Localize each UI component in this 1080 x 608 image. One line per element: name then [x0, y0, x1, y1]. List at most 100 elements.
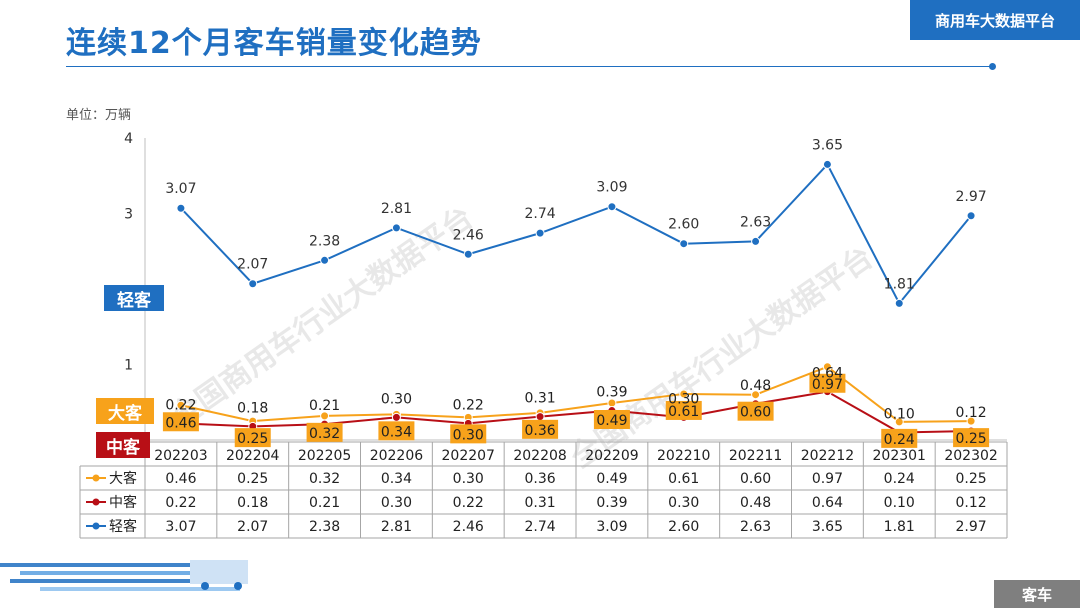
truck-decoration	[0, 560, 248, 591]
data-label-mid: 0.21	[309, 398, 340, 414]
data-label-mid: 0.39	[596, 385, 627, 401]
x-tick-label: 202212	[801, 448, 854, 464]
x-tick-label: 202210	[657, 448, 710, 464]
data-label-bg-big	[162, 412, 199, 432]
table-cell-light: 2.74	[524, 519, 555, 535]
x-tick-label: 202301	[873, 448, 926, 464]
data-label-big: 0.97	[812, 377, 843, 393]
legend-label-big: 大客	[109, 470, 137, 487]
table-cell-big: 0.24	[884, 471, 915, 487]
footer-category-tag: 客车	[994, 580, 1080, 608]
data-label-mid: 0.22	[165, 397, 196, 413]
legend-label-mid: 中客	[109, 494, 137, 511]
data-label-light: 2.38	[309, 233, 340, 249]
data-point-big	[966, 416, 976, 426]
data-label-big: 0.24	[884, 432, 915, 448]
data-point-light	[679, 239, 689, 249]
table-cell-light: 2.63	[740, 519, 771, 535]
table-cell-big: 0.30	[453, 471, 484, 487]
data-point-light	[176, 203, 186, 213]
table-cell-big: 0.49	[596, 471, 627, 487]
data-label-mid: 0.22	[453, 397, 484, 413]
table-cell-mid: 0.22	[453, 495, 484, 511]
table-cell-mid: 0.18	[237, 495, 268, 511]
data-label-mid: 0.64	[812, 366, 843, 382]
data-point-light	[535, 228, 545, 238]
unit-label: 单位：万辆	[66, 108, 132, 123]
x-tick-label: 202208	[513, 448, 566, 464]
data-point-big	[894, 417, 904, 427]
data-label-light: 3.09	[596, 180, 627, 196]
x-tick-label: 202302	[944, 448, 997, 464]
data-label-big: 0.25	[237, 431, 268, 447]
data-point-light	[463, 249, 473, 259]
data-point-light	[607, 202, 617, 212]
x-tick-label: 202209	[585, 448, 638, 464]
table-cell-big: 0.25	[237, 471, 268, 487]
data-label-mid: 0.18	[237, 400, 268, 416]
table-cell-light: 1.81	[884, 519, 915, 535]
data-label-mid: 0.48	[740, 378, 771, 394]
data-point-light	[391, 223, 401, 233]
data-label-bg-big	[234, 428, 271, 448]
data-point-light	[320, 255, 330, 265]
data-point-light	[966, 211, 976, 221]
data-point-light	[751, 236, 761, 246]
data-label-light: 2.81	[381, 201, 412, 217]
table-cell-big: 0.97	[812, 471, 843, 487]
data-label-bg-big	[378, 421, 415, 441]
data-label-big: 0.61	[668, 404, 699, 420]
data-label-bg-big	[593, 410, 630, 430]
y-tick-label: 3	[124, 207, 133, 223]
x-tick-label: 202207	[442, 448, 495, 464]
table-cell-mid: 0.30	[668, 495, 699, 511]
table-cell-big: 0.25	[955, 471, 986, 487]
data-label-light: 2.63	[740, 214, 771, 230]
x-tick-label: 202203	[154, 448, 207, 464]
table-cell-mid: 0.22	[165, 495, 196, 511]
data-label-big: 0.36	[524, 423, 555, 439]
table-cell-mid: 0.12	[955, 495, 986, 511]
data-label-bg-big	[665, 400, 702, 420]
data-label-light: 2.07	[237, 257, 268, 273]
x-tick-label: 202206	[370, 448, 424, 464]
data-label-light: 3.65	[812, 137, 843, 153]
data-point-big	[751, 390, 761, 400]
x-tick-label: 202211	[729, 448, 782, 464]
title-underline	[66, 66, 992, 67]
data-label-big: 0.34	[381, 424, 412, 440]
data-point-light	[248, 279, 258, 289]
data-label-mid: 0.30	[381, 391, 412, 407]
data-label-big: 0.46	[165, 415, 196, 431]
data-label-light: 2.74	[524, 206, 555, 222]
table-cell-light: 2.38	[309, 519, 340, 535]
series-tag-light: 轻客	[104, 285, 164, 311]
table-cell-light: 2.07	[237, 519, 268, 535]
data-point-mid	[391, 412, 401, 422]
data-label-mid: 0.30	[668, 391, 699, 407]
series-line-light	[180, 162, 972, 306]
data-label-bg-big	[450, 424, 487, 444]
table-cell-mid: 0.21	[309, 495, 340, 511]
table-cell-light: 2.81	[381, 519, 412, 535]
x-tick-label: 202204	[226, 448, 280, 464]
series-tag-big: 大客	[96, 398, 154, 424]
data-label-big: 0.25	[955, 431, 986, 447]
table-cell-big: 0.32	[309, 471, 340, 487]
table-cell-light: 3.09	[596, 519, 627, 535]
table-cell-light: 3.07	[165, 519, 196, 535]
data-label-bg-big	[737, 401, 774, 421]
table-cell-big: 0.34	[381, 471, 412, 487]
data-label-big: 0.49	[596, 413, 627, 429]
table-cell-light: 2.46	[453, 519, 484, 535]
underline-end-dot	[989, 63, 996, 70]
data-label-light: 1.81	[884, 276, 915, 292]
page-title: 连续12个月客车销量变化趋势	[66, 26, 482, 61]
data-label-mid: 0.12	[955, 405, 986, 421]
data-label-mid: 0.31	[524, 391, 555, 407]
brand-badge: 商用车大数据平台	[910, 0, 1080, 40]
data-label-bg-big	[881, 428, 918, 448]
data-label-big: 0.30	[453, 427, 484, 443]
data-label-light: 3.07	[165, 181, 196, 197]
